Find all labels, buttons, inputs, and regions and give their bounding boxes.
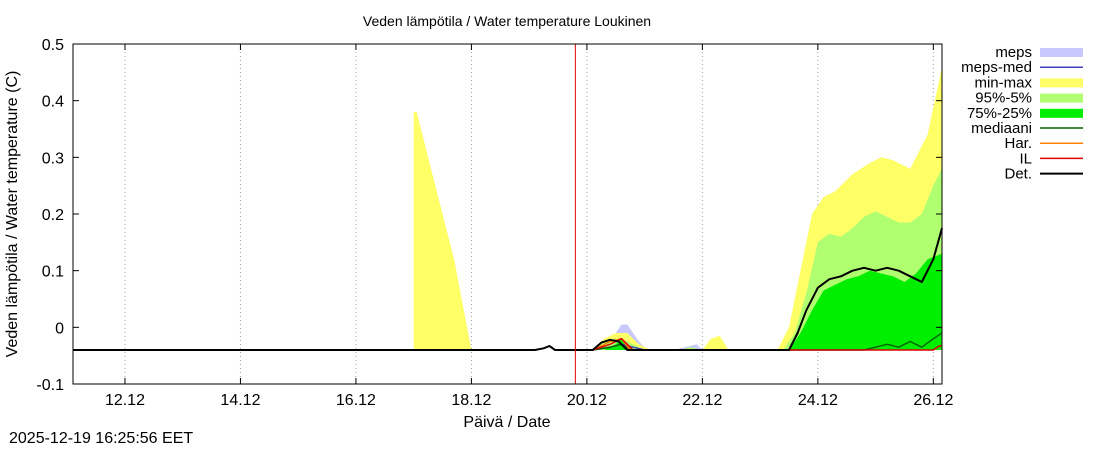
x-tick-label: 24.12	[798, 392, 838, 409]
y-tick-label: 0.2	[42, 207, 64, 224]
y-tick-label: 0.5	[42, 37, 64, 54]
legend-label-75-25: 75%-25%	[967, 105, 1032, 122]
legend-label-min-max: min-max	[974, 74, 1032, 91]
legend-label-95-5: 95%-5%	[975, 90, 1032, 107]
y-tick-label: 0.4	[42, 94, 64, 111]
legend-label-meps-med: meps-med	[961, 59, 1032, 76]
y-tick-label: -0.1	[36, 377, 64, 394]
x-tick-label: 20.12	[567, 392, 607, 409]
legend-swatch-75-25	[1040, 108, 1083, 118]
y-tick-label: 0.1	[42, 264, 64, 281]
legend: mepsmeps-medmin-max95%-5%75%-25%mediaani…	[961, 44, 1083, 183]
legend-label-meps: meps	[995, 44, 1032, 61]
x-tick-label: 26.12	[913, 392, 953, 409]
y-tick-labels: 0.5 0.4 0.3 0.2 0.1 0 -0.1	[36, 37, 64, 394]
y-tick-label: 0	[55, 320, 64, 337]
x-tick-label: 22.12	[682, 392, 722, 409]
x-tick-label: 12.12	[105, 392, 145, 409]
legend-swatch-min-max	[1040, 78, 1083, 88]
timestamp: 2025-12-19 16:25:56 EET	[9, 430, 194, 447]
y-tick-label: 0.3	[42, 150, 64, 167]
x-tick-label: 14.12	[220, 392, 260, 409]
chart-title: Veden lämpötila / Water temperature Louk…	[363, 13, 651, 29]
x-tick-labels: 12.12 14.12 16.12 18.12 20.12 22.12 24.12 26.12	[105, 392, 954, 409]
legend-label-det: Det.	[1004, 166, 1032, 183]
series-lines	[73, 227, 943, 351]
x-tick-label: 16.12	[336, 392, 376, 409]
legend-label-har: Har.	[1004, 135, 1032, 152]
x-axis-label: Päivä / Date	[463, 414, 550, 431]
legend-label-mediaani: mediaani	[971, 120, 1032, 137]
series-mediaani-line	[592, 332, 943, 351]
legend-swatch-meps	[1040, 48, 1083, 57]
series-75-25-area	[604, 253, 942, 350]
series-det-line	[73, 227, 943, 351]
y-axis-label: Veden lämpötila / Water temperature (C)	[4, 71, 21, 358]
legend-label-il: IL	[1019, 150, 1032, 167]
x-tick-label: 18.12	[451, 392, 491, 409]
legend-swatch-95-5	[1040, 93, 1083, 103]
grid	[124, 44, 934, 384]
axis-ticks	[73, 43, 942, 385]
